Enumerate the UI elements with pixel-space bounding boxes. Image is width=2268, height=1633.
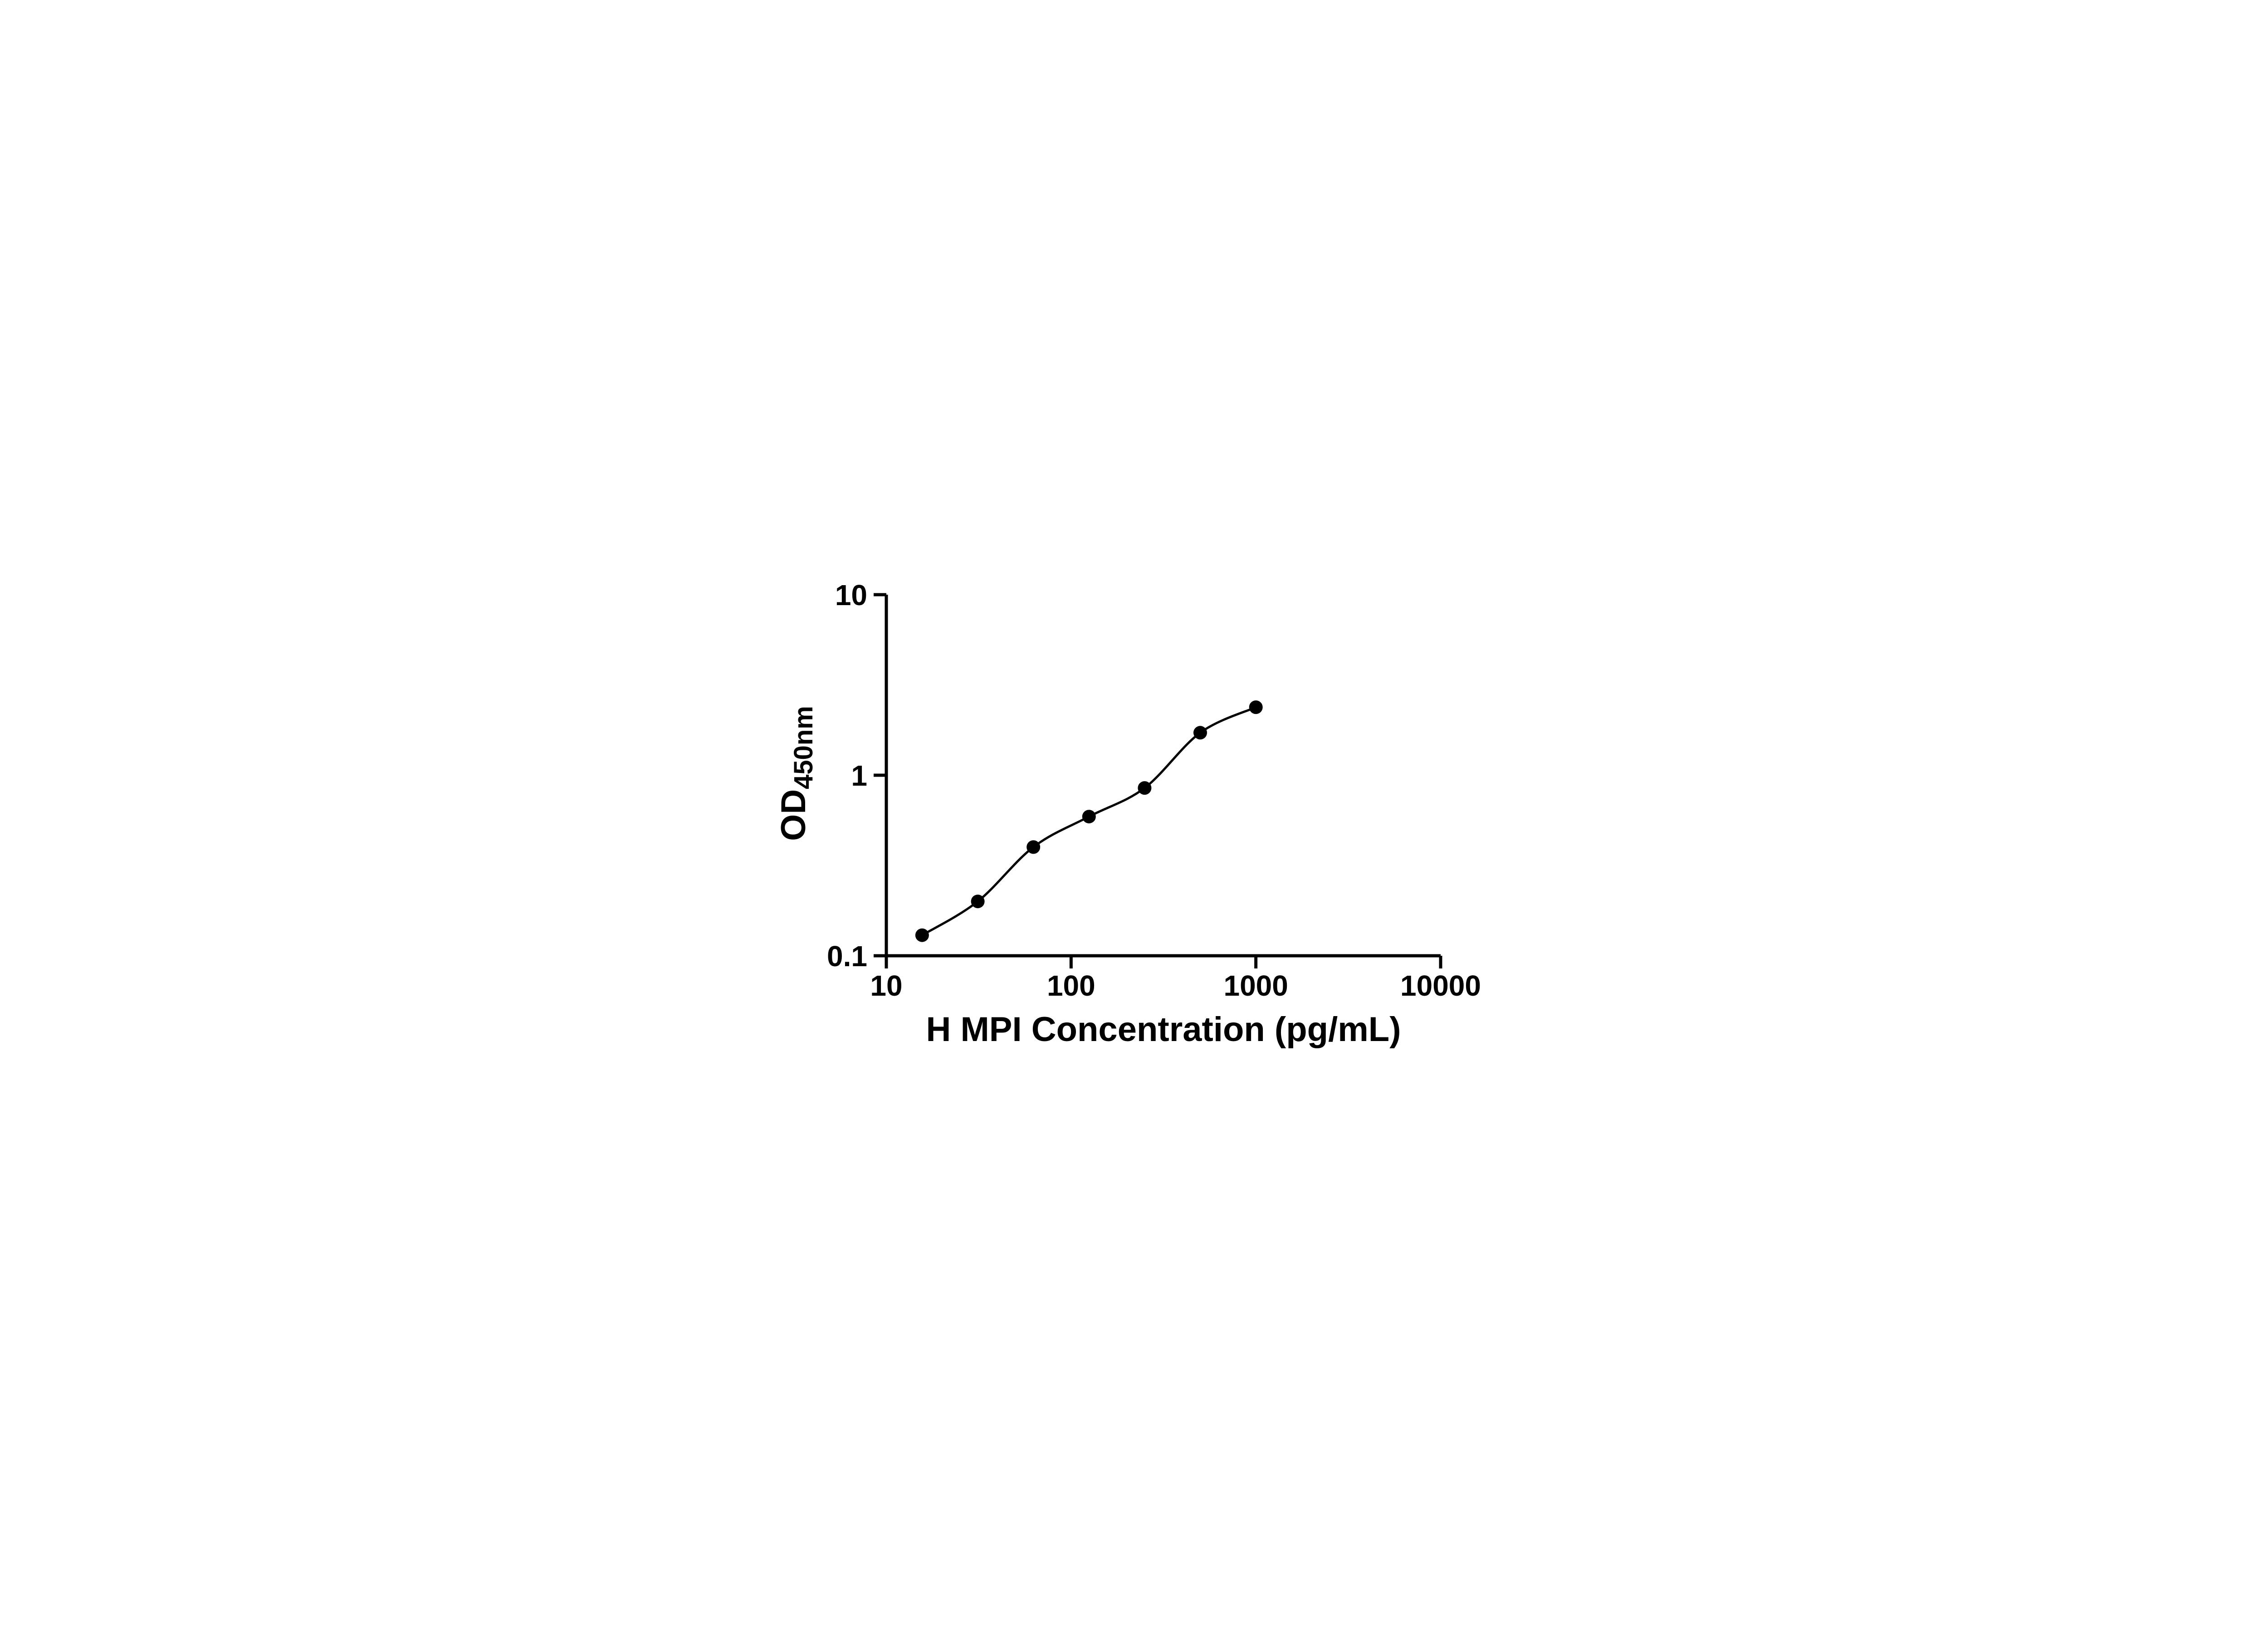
x-tick-label: 1000 (1223, 969, 1288, 1002)
data-point (1193, 726, 1207, 740)
data-point (971, 895, 985, 909)
elisa-standard-curve-figure: 10 100 1000 10000 10 1 0.1 H MPI Concentration… (753, 544, 1515, 1089)
y-axis-title: OD450nm (774, 706, 818, 841)
data-point (1082, 810, 1096, 824)
chart-plot-area: 10 100 1000 10000 10 1 0.1 (827, 579, 1481, 1002)
y-tick-label: 0.1 (827, 940, 867, 973)
data-point (915, 928, 929, 942)
x-axis-title: H MPI Concentration (pg/mL) (926, 1010, 1401, 1049)
data-point (1138, 781, 1152, 795)
y-axis-title-main: OD (774, 789, 813, 841)
data-point (1249, 700, 1263, 714)
y-tick-label: 10 (835, 579, 867, 611)
standard-curve-chart: 10 100 1000 10000 10 1 0.1 H MPI Concentration… (753, 544, 1515, 1089)
y-axis-title-sub: 450nm (789, 706, 818, 789)
x-tick-label: 10 (870, 969, 902, 1002)
y-tick-label: 1 (851, 759, 867, 792)
x-tick-label: 10000 (1400, 969, 1481, 1002)
x-tick-label: 100 (1047, 969, 1095, 1002)
data-point (1026, 840, 1041, 854)
